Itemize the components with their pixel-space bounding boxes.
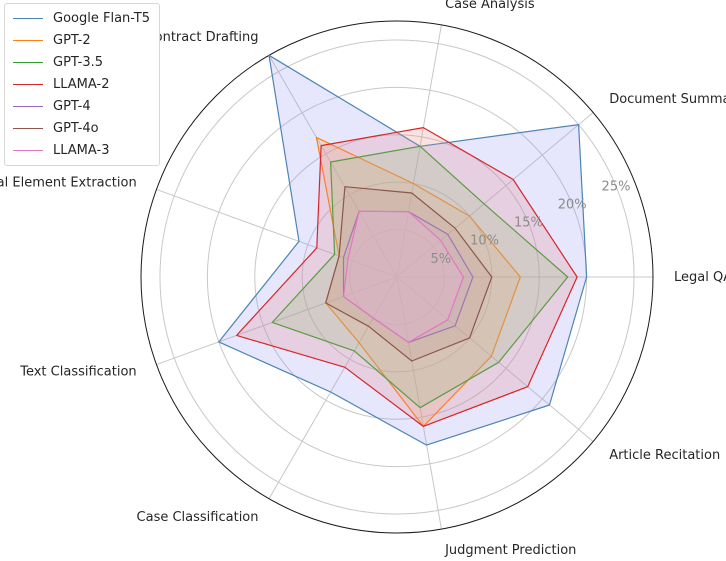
spoke-line <box>268 55 398 278</box>
series-line-llama-2 <box>236 126 578 427</box>
radial-tick-label: 25% <box>602 179 631 194</box>
spoke-line <box>268 276 398 499</box>
legend-swatch <box>13 127 43 129</box>
legend-label: LLAMA-2 <box>53 76 110 92</box>
spoke-line <box>156 276 398 366</box>
series-area-llama-3 <box>343 211 464 343</box>
legend-item: LLAMA-2 <box>5 73 159 95</box>
radial-tick-label: 5% <box>430 252 451 267</box>
legend-swatch <box>13 39 43 41</box>
series-line-gpt-4 <box>342 210 474 343</box>
legend-swatch <box>13 105 43 107</box>
axis-label: Document Summarization <box>609 92 726 107</box>
spoke-line <box>156 188 398 278</box>
series-line-llama-3 <box>342 210 464 343</box>
legend-swatch <box>13 17 43 19</box>
radial-tick-label: 20% <box>558 197 587 212</box>
legend-item: GPT-3.5 <box>5 51 159 73</box>
series-area-gpt-4o <box>325 186 492 361</box>
spoke-line <box>396 276 594 442</box>
legend-label: LLAMA-3 <box>53 142 110 158</box>
axis-label: Judgment Prediction <box>444 543 576 558</box>
legend-label: GPT-4o <box>53 120 99 136</box>
axis-label: Legal Element Extraction <box>0 175 137 190</box>
legend-swatch <box>13 61 43 63</box>
legend-label: GPT-2 <box>53 32 91 48</box>
legend-label: GPT-3.5 <box>53 54 104 70</box>
axis-label: Legal QA <box>674 270 726 285</box>
axis-label: Article Recitation <box>609 448 720 463</box>
legend-swatch <box>13 83 43 85</box>
legend-swatch <box>13 149 43 151</box>
spoke-line <box>396 24 442 278</box>
legend: Google Flan-T5 GPT-2 GPT-3.5 LLAMA-2 GPT-4 GP… <box>4 3 160 166</box>
legend-item: GPT-2 <box>5 29 159 51</box>
legend-label: Google Flan-T5 <box>53 10 150 26</box>
legend-label: GPT-4 <box>53 98 91 114</box>
series-area-llama-2 <box>236 127 578 427</box>
legend-item: GPT-4o <box>5 117 159 139</box>
series-line-gpt-3-5 <box>271 145 569 409</box>
series-layer <box>218 54 588 446</box>
radial-ticks: 5% 10% 15% 20% 25% <box>430 179 630 267</box>
legend-item: GPT-4 <box>5 95 159 117</box>
legend-item: Google Flan-T5 <box>5 7 159 29</box>
series-area-gpt-3-5 <box>272 146 568 408</box>
series-line-gpt-4o <box>325 186 493 362</box>
axis-label: Text Classification <box>19 365 136 380</box>
axis-label: Contract Drafting <box>146 30 259 45</box>
series-area-gpt-2 <box>316 137 521 427</box>
radial-tick-label: 15% <box>514 216 543 231</box>
legend-item: LLAMA-3 <box>5 139 159 161</box>
series-line-google-flan-t5 <box>218 54 588 446</box>
spoke-line <box>396 276 442 530</box>
axis-label: Case Analysis <box>445 0 535 12</box>
outer-frame <box>140 20 654 534</box>
axis-label: Case Classification <box>137 510 259 525</box>
spoke-line <box>396 112 594 278</box>
radial-tick-label: 10% <box>470 234 499 249</box>
series-area-gpt-4 <box>343 211 473 343</box>
